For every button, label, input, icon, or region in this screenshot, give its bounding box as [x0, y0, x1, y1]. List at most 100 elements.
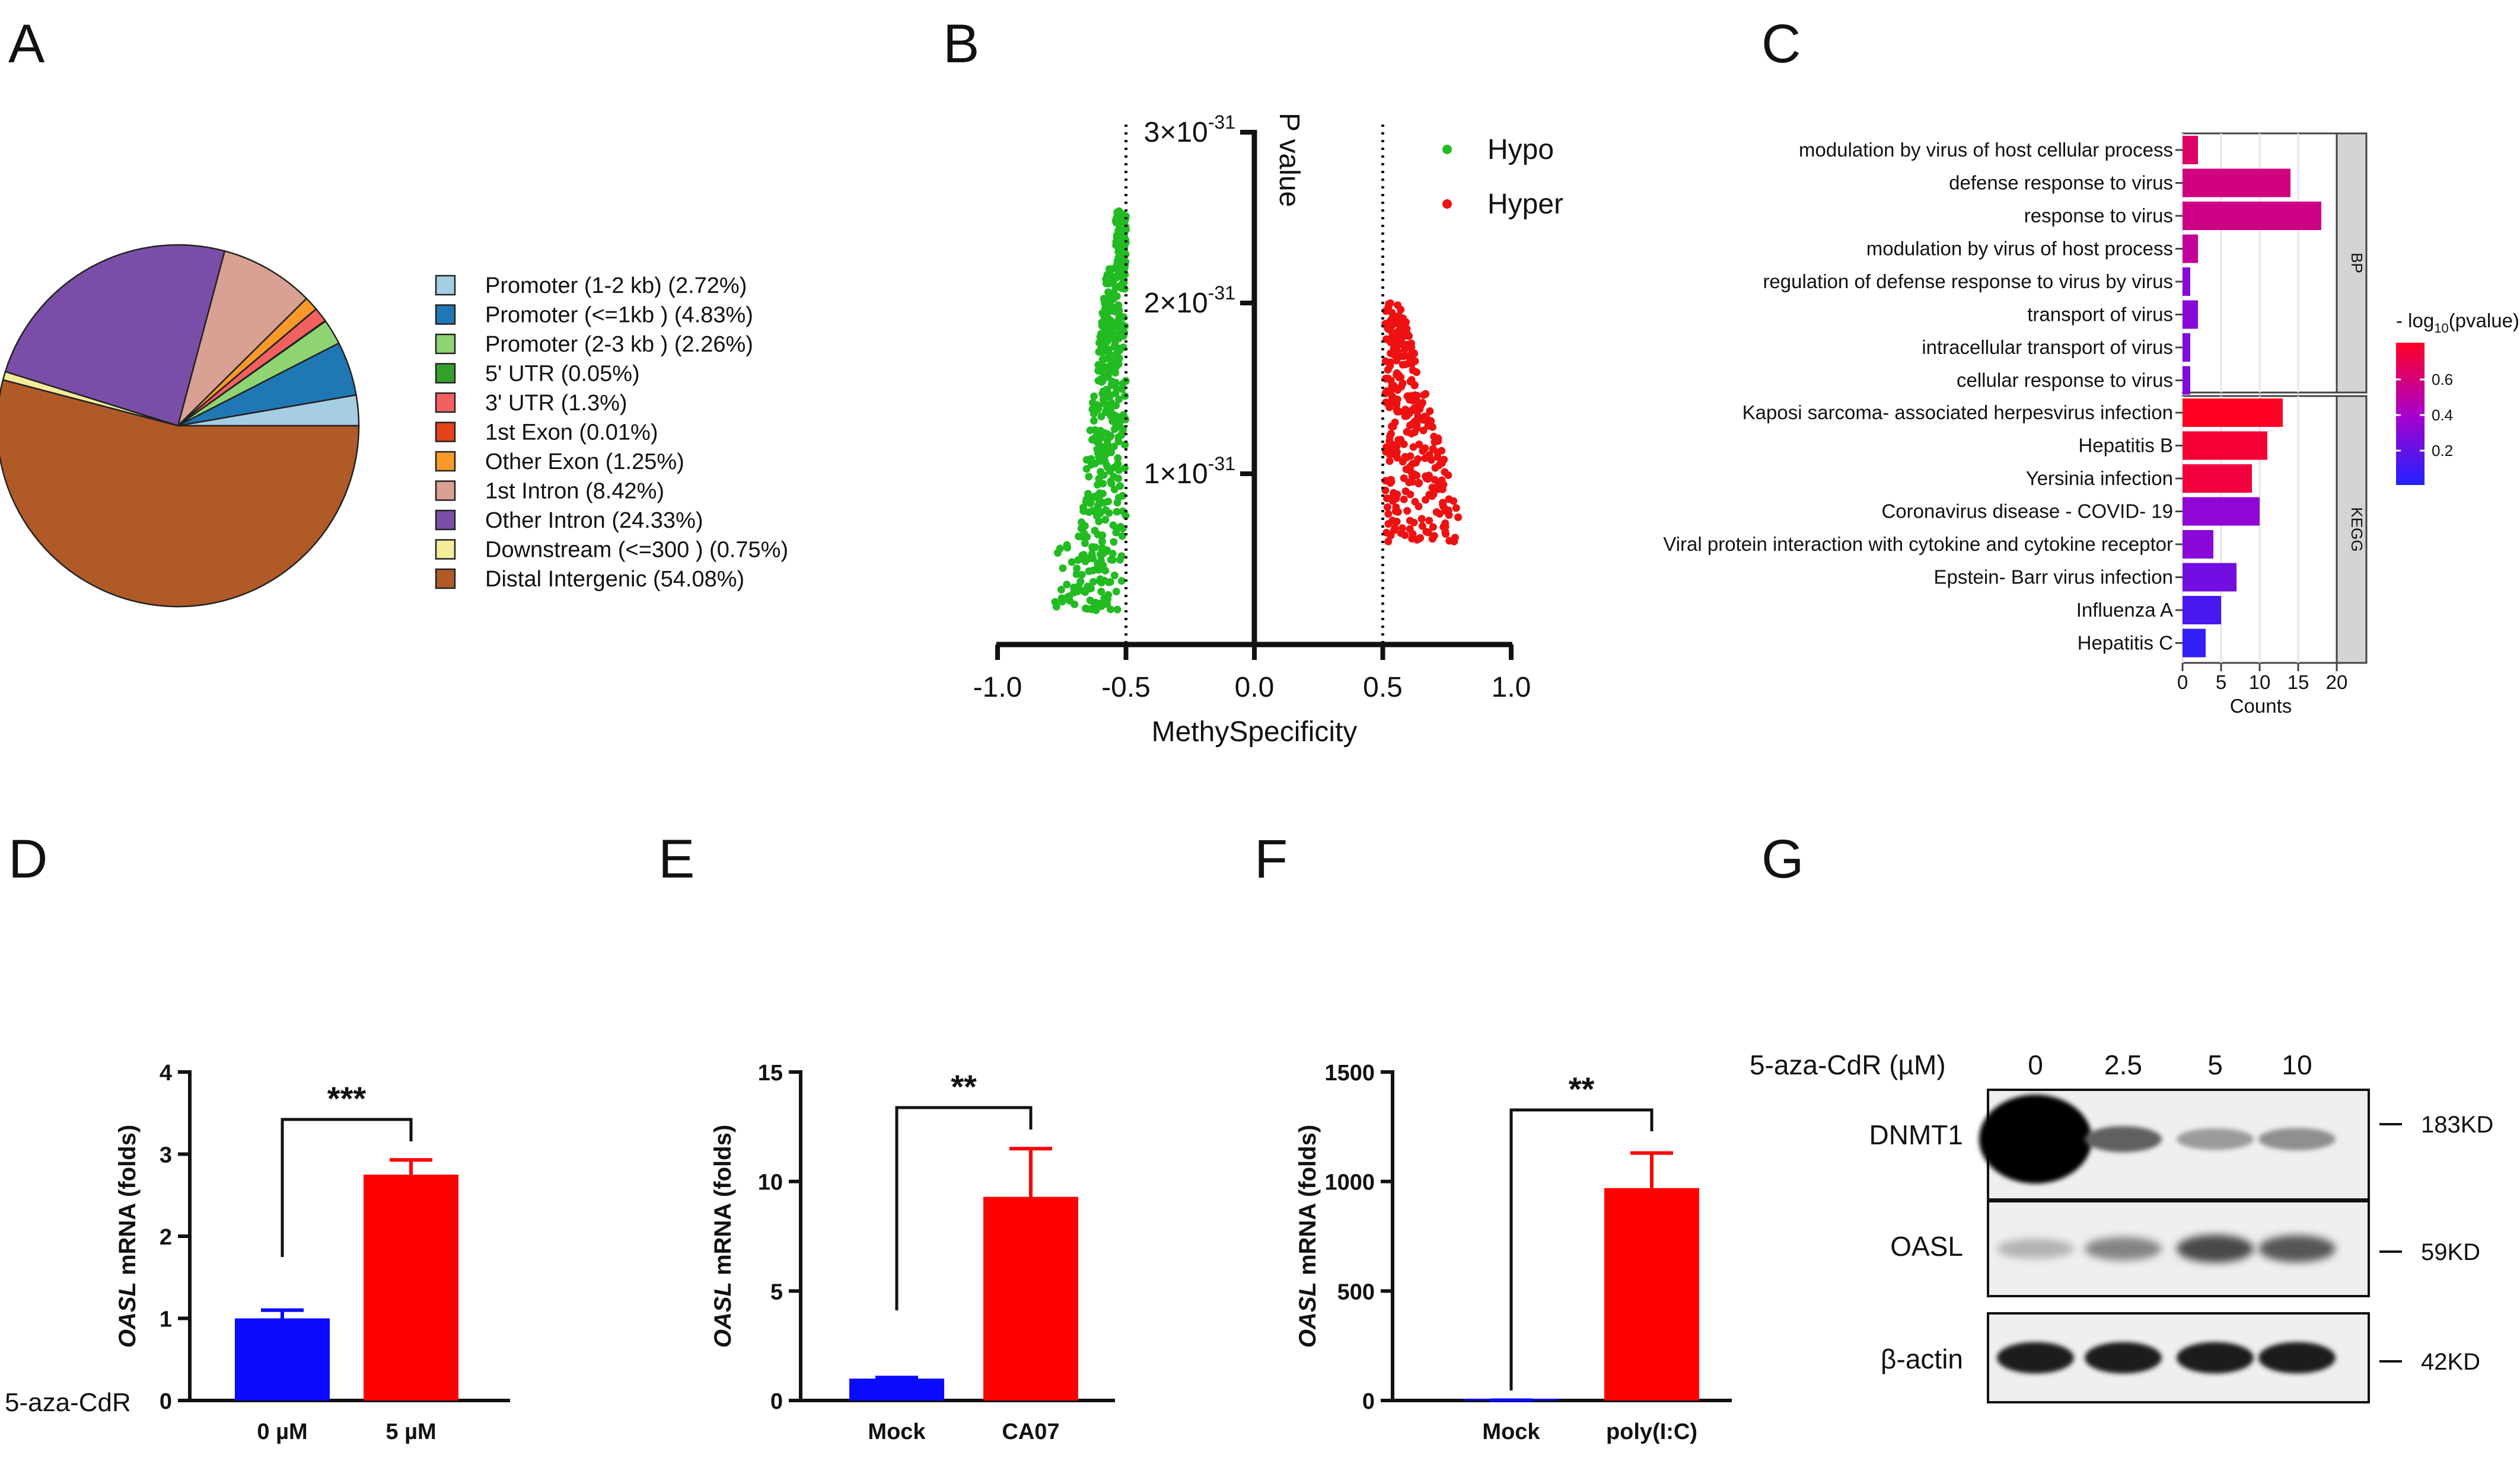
enrichment-bar [2183, 267, 2190, 296]
hypo-point [1102, 279, 1110, 288]
pie-legend-swatch [435, 509, 456, 531]
hyper-point [1429, 490, 1438, 499]
hyper-point [1386, 432, 1394, 441]
hypo-point [1117, 282, 1125, 291]
blot-band [1997, 1239, 2074, 1259]
hyper-point [1400, 495, 1408, 503]
blot-band [2085, 1342, 2162, 1374]
x-tick-label: 0 [2177, 671, 2188, 693]
hypo-point [1113, 321, 1121, 330]
hypo-point [1122, 250, 1130, 259]
facet-label: BP [2348, 253, 2366, 273]
legend-label: Hyper [1487, 189, 1563, 220]
hyper-point [1427, 417, 1435, 425]
pie-legend-label: Downstream (<=300 ) (0.75%) [485, 538, 788, 563]
category-label: Mock [1482, 1419, 1540, 1444]
hyper-point [1410, 349, 1418, 358]
hypo-point [1097, 588, 1106, 596]
x-tick-label: 1.0 [1492, 672, 1531, 703]
blot-band [2177, 1128, 2254, 1150]
panel-label-d: D [8, 829, 47, 889]
hypo-point [1094, 366, 1103, 375]
hypo-point [1114, 241, 1123, 249]
hypo-point [1117, 577, 1126, 585]
bar [983, 1197, 1078, 1400]
blot-band [2258, 1342, 2336, 1374]
y-axis-title: OASL mRNA (folds) [1295, 1125, 1321, 1348]
dose-label: 5 [2207, 1049, 2223, 1080]
hyper-point [1419, 426, 1428, 435]
colorbar-label: 0.6 [2432, 371, 2453, 388]
hyper-point [1391, 418, 1399, 426]
hypo-point [1107, 297, 1115, 305]
hypo-point [1118, 532, 1126, 540]
hyper-point [1405, 478, 1413, 486]
hypo-point [1110, 572, 1119, 579]
pie-slice [0, 379, 360, 608]
hyper-point [1384, 324, 1392, 333]
hypo-point [1107, 448, 1115, 457]
term-label: modulation by virus of host process [1866, 238, 2173, 260]
hypo-point [1071, 600, 1079, 608]
enrichment-bar [2183, 333, 2190, 362]
hypo-point [1075, 532, 1083, 541]
x-tick-label: -0.5 [1101, 672, 1151, 703]
hypo-point [1057, 594, 1066, 602]
pie-legend-label: 3' UTR (1.3%) [485, 391, 627, 416]
hyper-point [1386, 299, 1394, 307]
hyper-point [1383, 494, 1391, 502]
y-tick-label: 1000 [1324, 1170, 1375, 1195]
hyper-point [1398, 379, 1407, 387]
hypo-point [1115, 354, 1123, 362]
hyper-point [1389, 441, 1397, 449]
hypo-point [1118, 212, 1126, 221]
blot-band [2177, 1342, 2254, 1374]
hypo-point [1079, 503, 1087, 512]
protein-label: DNMT1 [1869, 1119, 1963, 1150]
hypo-point [1110, 343, 1119, 351]
hypo-point [1057, 586, 1065, 594]
hyper-point [1401, 531, 1409, 540]
dose-label: 10 [2282, 1049, 2312, 1080]
pie-legend-swatch [435, 422, 456, 442]
hypo-point [1113, 257, 1122, 265]
hypo-point [1081, 604, 1089, 612]
pie-legend-swatch [435, 304, 456, 325]
enrichment-barplot: BP modulation by virus of host cellular p… [1663, 132, 2519, 717]
hypo-point [1070, 583, 1078, 592]
hypo-point [1078, 551, 1087, 560]
hypo-point [1114, 438, 1123, 445]
hyper-point [1392, 503, 1400, 511]
hyper-point [1413, 368, 1420, 377]
hyper-point [1409, 443, 1417, 451]
hyper-point [1403, 330, 1412, 339]
hypo-point [1098, 309, 1107, 317]
hypo-point [1107, 317, 1115, 325]
colorbar-label: 0.4 [2432, 406, 2453, 424]
hypo-point [1106, 578, 1114, 586]
y-axis-title: OASL mRNA (folds) [710, 1125, 736, 1348]
category-label: 5 µM [386, 1419, 436, 1444]
hypo-point [1118, 429, 1126, 438]
hyper-point [1452, 504, 1460, 512]
hyper-point [1400, 440, 1408, 448]
hypo-point [1089, 578, 1097, 586]
panel-label-e: E [658, 829, 694, 889]
term-label: Yersinia infection [2026, 467, 2173, 489]
pie-legend-label: Promoter (<=1kb ) (4.83%) [485, 303, 753, 328]
y-tick-label: 1 [160, 1307, 172, 1332]
hypo-point [1094, 530, 1102, 538]
hyper-point [1409, 530, 1417, 538]
pie-legend-label: 5' UTR (0.05%) [485, 362, 640, 387]
pie-legend-swatch [435, 568, 456, 589]
hyper-point [1439, 502, 1448, 511]
hypo-point [1085, 473, 1093, 481]
hypo-point [1100, 443, 1108, 451]
hyper-point [1450, 537, 1458, 545]
hypo-point [1098, 537, 1106, 545]
hyper-point [1422, 390, 1430, 398]
hyper-point [1430, 432, 1438, 441]
hyper-point [1410, 428, 1419, 436]
hypo-point [1097, 468, 1105, 476]
x-tick-label: 15 [2288, 671, 2309, 693]
